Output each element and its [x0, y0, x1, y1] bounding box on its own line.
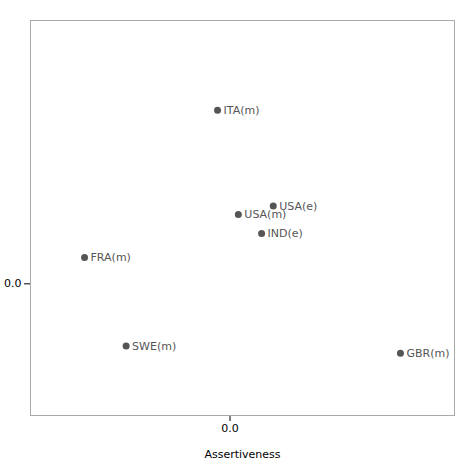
- svg-text:IND(e): IND(e): [268, 227, 303, 240]
- svg-text:GBR(m): GBR(m): [406, 347, 449, 360]
- svg-text:0.0: 0.0: [221, 422, 239, 435]
- svg-text:USA(e): USA(e): [279, 200, 317, 213]
- svg-text:ITA(m): ITA(m): [224, 104, 260, 117]
- svg-text:FRA(m): FRA(m): [91, 251, 131, 264]
- svg-text:SWE(m): SWE(m): [132, 340, 176, 353]
- svg-text:Assertiveness: Assertiveness: [204, 448, 280, 461]
- svg-text:USA(m): USA(m): [244, 207, 287, 221]
- svg-text:0.0: 0.0: [4, 277, 22, 290]
